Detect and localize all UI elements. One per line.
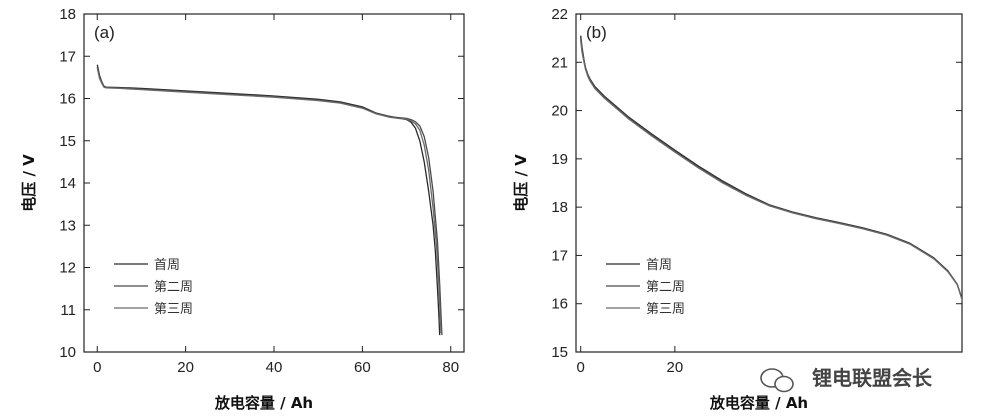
- y-tick-label: 10: [59, 344, 76, 361]
- watermark-text: 锂电联盟会长: [812, 366, 933, 390]
- y-tick-label: 19: [551, 151, 568, 168]
- legend-label: 首周: [646, 258, 672, 273]
- y-tick-label: 21: [551, 54, 568, 71]
- legend-label: 第三周: [646, 302, 685, 317]
- y-tick-label: 14: [59, 175, 76, 192]
- y-tick-label: 15: [551, 344, 568, 361]
- series-line-2: [96, 66, 443, 336]
- x-tick-label: 0: [93, 359, 101, 376]
- panel-label: (b): [586, 23, 607, 42]
- y-tick-label: 18: [59, 6, 76, 23]
- y-tick-label: 12: [59, 260, 76, 277]
- series-line-3: [580, 40, 962, 303]
- y-axis-label: 电压 / V: [512, 154, 530, 212]
- x-tick-label: 20: [667, 359, 684, 376]
- series-line-1: [580, 35, 962, 302]
- y-tick-label: 18: [551, 199, 568, 216]
- y-tick-label: 15: [59, 133, 76, 150]
- x-axis-label: 放电容量 / Ah: [214, 394, 313, 412]
- x-tick-label: 20: [177, 359, 194, 376]
- y-tick-label: 20: [551, 103, 568, 120]
- y-tick-label: 17: [59, 48, 76, 65]
- series-line-2: [580, 38, 962, 302]
- legend-label: 首周: [154, 258, 180, 273]
- plot-frame: [83, 13, 465, 353]
- y-tick-label: 13: [59, 217, 76, 234]
- y-tick-label: 11: [60, 302, 76, 319]
- wechat-icon-bubble: [774, 375, 794, 393]
- x-tick-label: 0: [577, 359, 585, 376]
- series-line-3: [96, 67, 442, 334]
- panel-label: (a): [94, 23, 115, 42]
- x-axis-label: 放电容量 / Ah: [709, 394, 808, 412]
- x-tick-label: 40: [266, 359, 283, 376]
- y-tick-label: 16: [59, 91, 76, 108]
- y-axis-label: 电压 / V: [20, 154, 38, 212]
- legend-label: 第三周: [154, 302, 193, 317]
- x-tick-label: 80: [442, 359, 459, 376]
- chart-panel-1: 0 20 15 16 17 18 19 20 21 22 放电容量 / Ah 电压 / V (b) 首周第…: [512, 6, 963, 412]
- plot-frame: [575, 13, 963, 353]
- series-line-1: [96, 64, 441, 336]
- watermark: 锂电联盟会长: [760, 366, 933, 393]
- legend-label: 第二周: [646, 280, 685, 295]
- y-tick-label: 16: [551, 296, 568, 313]
- legend-label: 第二周: [154, 280, 193, 295]
- y-tick-label: 22: [551, 6, 568, 23]
- x-tick-label: 60: [354, 359, 371, 376]
- y-tick-label: 17: [551, 247, 568, 264]
- chart-panel-0: 0 20 40 60 80 10 11 12 13 14 15 16 17 18 放电容量 / Ah 电压 /…: [20, 6, 465, 412]
